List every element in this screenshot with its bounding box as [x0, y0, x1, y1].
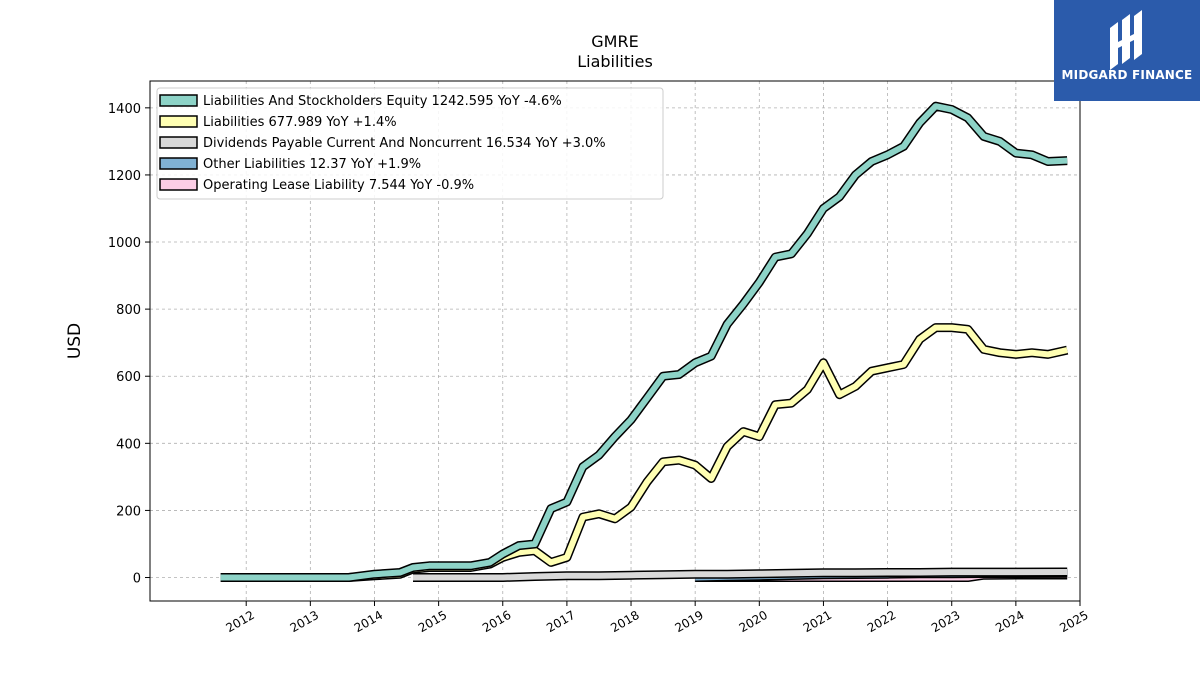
chart-title: GMRE	[591, 32, 639, 51]
legend-label-1: Liabilities 677.989 YoY +1.4%	[203, 115, 397, 130]
midgard-logo-icon	[1110, 10, 1142, 70]
y-tick-label-2: 400	[116, 437, 141, 452]
series-line-1	[348, 324, 1068, 581]
x-tick-label-12: 2024	[993, 608, 1026, 635]
legend-swatch-4	[159, 178, 198, 191]
legend: Liabilities And Stockholders Equity 1242…	[156, 87, 664, 200]
y-axis-label: USD	[65, 323, 85, 359]
legend-swatch-3	[159, 157, 198, 170]
series-line-0	[220, 103, 1068, 581]
series-1	[348, 323, 1069, 582]
y-axis: 0 200 400 600 800 1000 1200 1400	[108, 102, 150, 587]
x-tick-label-4: 2016	[480, 608, 513, 635]
legend-label-3: Other Liabilities 12.37 YoY +1.9%	[203, 157, 421, 172]
y-tick-label-4: 800	[116, 303, 141, 318]
x-tick-label-6: 2018	[608, 608, 641, 635]
chart-subtitle: Liabilities	[577, 52, 653, 71]
x-tick-label-7: 2019	[672, 608, 705, 635]
x-tick-label-3: 2015	[416, 608, 449, 635]
brand-name: MIDGARD FINANCE	[1061, 68, 1193, 82]
legend-label-2: Dividends Payable Current And Noncurrent…	[203, 136, 606, 151]
x-tick-label-10: 2022	[865, 608, 898, 635]
legend-swatch-2	[159, 136, 198, 149]
legend-item-0: Liabilities And Stockholders Equity 1242…	[159, 94, 562, 109]
grid	[150, 81, 1081, 601]
x-tick-label-11: 2023	[929, 608, 962, 635]
series-group	[220, 101, 1069, 582]
y-tick-label-1: 200	[116, 504, 141, 519]
series-line-outline-1	[348, 323, 1069, 582]
legend-item-2: Dividends Payable Current And Noncurrent…	[159, 136, 606, 151]
legend-swatch-1	[159, 115, 198, 128]
x-tick-label-2: 2014	[352, 608, 385, 635]
brand-logo: MIDGARD FINANCE	[1054, 0, 1200, 101]
legend-swatch-0	[159, 94, 198, 107]
legend-item-4: Operating Lease Liability 7.544 YoY -0.9…	[159, 178, 474, 193]
y-tick-label-0: 0	[133, 572, 141, 587]
x-tick-label-9: 2021	[801, 608, 834, 635]
series-0	[220, 101, 1068, 582]
series-2	[413, 567, 1068, 582]
legend-item-3: Other Liabilities 12.37 YoY +1.9%	[159, 157, 421, 172]
y-tick-label-7: 1400	[108, 102, 141, 117]
x-tick-label-0: 2012	[223, 608, 256, 635]
legend-box	[156, 87, 664, 200]
legend-label-4: Operating Lease Liability 7.544 YoY -0.9…	[203, 178, 474, 193]
plot-area	[149, 80, 1081, 602]
x-tick-label-8: 2020	[737, 608, 770, 635]
legend-label-0: Liabilities And Stockholders Equity 1242…	[203, 94, 562, 109]
x-axis: 2012 2013 2014 2015 2016 2017 2018 2019 2020 2021…	[223, 601, 1091, 635]
series-line-2	[413, 569, 1068, 581]
y-tick-label-6: 1200	[108, 169, 141, 184]
y-tick-label-5: 1000	[108, 236, 141, 251]
x-tick-label-13: 2025	[1057, 608, 1090, 635]
x-tick-label-1: 2013	[288, 608, 321, 635]
y-tick-label-3: 600	[116, 370, 141, 385]
x-tick-label-5: 2017	[544, 608, 577, 635]
legend-item-1: Liabilities 677.989 YoY +1.4%	[159, 115, 397, 130]
